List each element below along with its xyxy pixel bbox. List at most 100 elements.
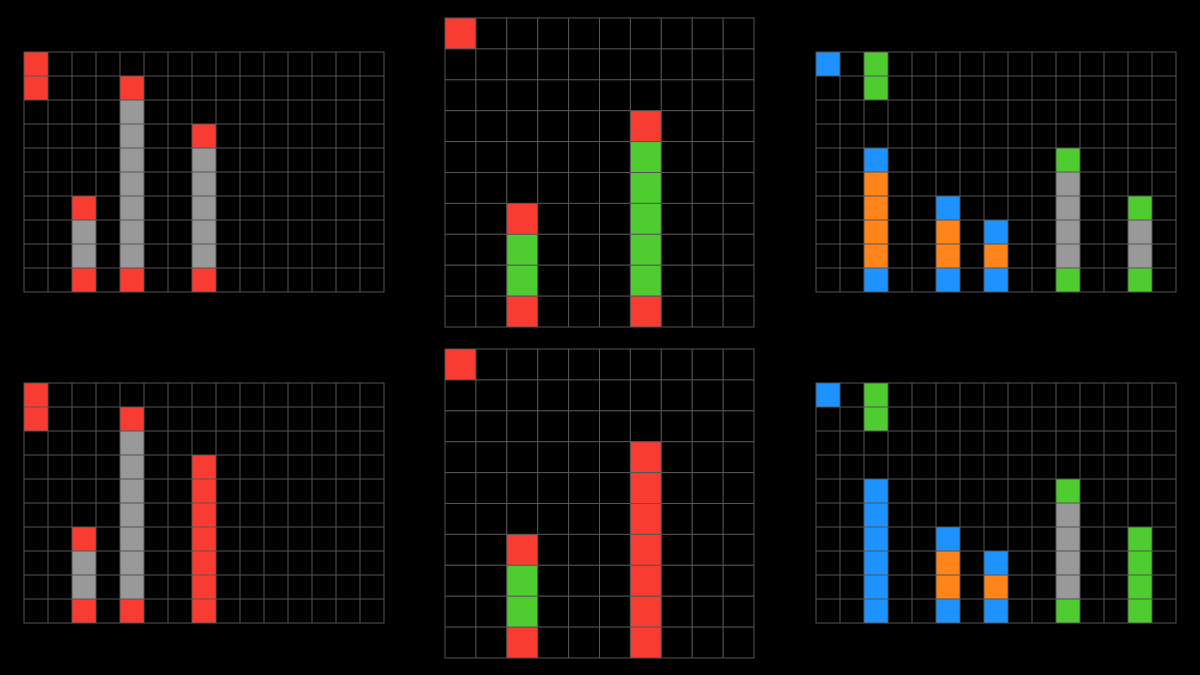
cell	[263, 454, 289, 480]
cell	[335, 406, 361, 432]
cell	[506, 533, 539, 566]
cell	[537, 379, 570, 412]
cell	[191, 267, 217, 293]
cell	[1031, 243, 1057, 269]
cell	[287, 195, 313, 221]
cell	[691, 264, 724, 297]
cell	[1103, 75, 1129, 101]
cell	[191, 171, 217, 197]
cell	[1055, 574, 1081, 600]
cell	[935, 598, 961, 624]
cell	[983, 454, 1009, 480]
cell	[983, 382, 1009, 408]
cell	[959, 454, 985, 480]
cell	[537, 626, 570, 659]
cell	[629, 264, 662, 297]
cell	[629, 503, 662, 535]
cell	[691, 141, 724, 174]
cell	[815, 51, 841, 77]
cell	[167, 219, 193, 245]
cell	[143, 123, 169, 149]
cell	[71, 406, 97, 432]
cell	[599, 626, 631, 659]
cell	[47, 243, 73, 269]
cell	[839, 195, 865, 221]
cell	[1007, 75, 1033, 101]
cell	[1055, 195, 1081, 221]
cell	[691, 564, 724, 597]
cell	[191, 478, 217, 504]
cell	[1103, 382, 1129, 408]
cell	[887, 598, 913, 624]
cell	[119, 430, 145, 456]
cell	[1127, 382, 1153, 408]
cell	[119, 147, 145, 173]
cell	[935, 454, 961, 480]
cell	[475, 110, 508, 143]
cell	[691, 48, 724, 81]
cell	[215, 574, 241, 600]
cell	[839, 550, 865, 576]
cell	[444, 503, 477, 535]
cell	[263, 147, 289, 173]
cell	[215, 430, 241, 456]
cell	[475, 533, 508, 566]
cell	[691, 79, 724, 112]
cell	[47, 147, 73, 173]
cell	[506, 348, 539, 381]
cell	[215, 267, 241, 293]
cell	[599, 264, 631, 297]
cell	[506, 233, 539, 266]
cell	[660, 141, 693, 174]
cell	[691, 348, 724, 381]
cell	[722, 202, 755, 235]
cell	[23, 454, 49, 480]
cell	[444, 564, 477, 597]
cell	[911, 598, 937, 624]
cell	[537, 472, 570, 505]
cell	[863, 382, 889, 408]
cell	[143, 550, 169, 576]
cell	[1151, 123, 1177, 149]
cell	[1007, 147, 1033, 173]
cell	[660, 503, 693, 535]
cell	[239, 454, 265, 480]
cell	[537, 348, 570, 381]
grid	[815, 382, 1177, 624]
cell	[287, 574, 313, 600]
cell	[287, 75, 313, 101]
cell	[1007, 382, 1033, 408]
cell	[1103, 195, 1129, 221]
cell	[863, 502, 889, 528]
cell	[359, 454, 385, 480]
cell	[444, 472, 477, 505]
cell	[506, 295, 539, 328]
cell	[1007, 406, 1033, 432]
cell	[95, 99, 121, 125]
cell	[599, 503, 631, 535]
cell	[691, 17, 724, 50]
cell	[887, 406, 913, 432]
cell	[167, 147, 193, 173]
cell	[506, 264, 539, 297]
cell	[95, 243, 121, 269]
cell	[506, 472, 539, 505]
cell	[1127, 75, 1153, 101]
cell	[1007, 550, 1033, 576]
cell	[1103, 219, 1129, 245]
cell	[722, 48, 755, 81]
cell	[568, 79, 600, 112]
cell	[1079, 406, 1105, 432]
cell	[143, 195, 169, 221]
cell	[911, 502, 937, 528]
cell	[935, 99, 961, 125]
cell	[1031, 454, 1057, 480]
cell	[935, 123, 961, 149]
cell	[935, 382, 961, 408]
cell	[537, 533, 570, 566]
cell	[263, 430, 289, 456]
cell	[167, 454, 193, 480]
cell	[959, 147, 985, 173]
cell	[215, 598, 241, 624]
cell	[359, 195, 385, 221]
